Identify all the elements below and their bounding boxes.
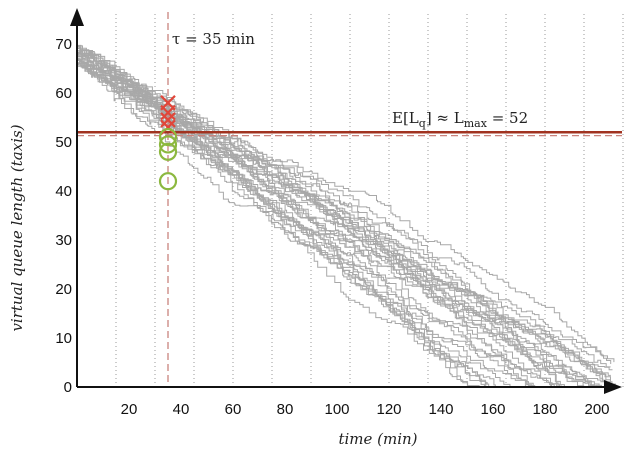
y-tick-label: 40: [55, 183, 72, 200]
trajectories: [77, 44, 616, 388]
y-tick-label: 60: [55, 85, 72, 102]
x-tick-label: 160: [480, 401, 505, 418]
x-tick-label: 20: [121, 401, 138, 418]
y-tick-label: 0: [64, 379, 72, 396]
cross-marker: [160, 112, 176, 128]
x-tick-label: 120: [376, 401, 401, 418]
x-tick-label: 40: [173, 401, 190, 418]
y-tick-label: 50: [55, 134, 72, 151]
trajectory-line: [77, 60, 487, 387]
x-tick-label: 60: [225, 401, 242, 418]
x-tick-label: 80: [277, 401, 294, 418]
markers: [158, 95, 178, 191]
axes: [70, 8, 622, 394]
grid: [115, 12, 624, 387]
y-tick-label: 20: [55, 281, 72, 298]
lmax-label: E[Lq] ≈ Lmax = 52: [392, 109, 528, 130]
x-tick-label: 140: [428, 401, 453, 418]
y-axis-label: virtual queue length (taxis): [8, 124, 26, 331]
circle-marker: [158, 142, 178, 161]
y-tick-label: 10: [55, 330, 72, 347]
y-tick-label: 70: [55, 36, 72, 53]
trajectory-line: [77, 55, 595, 387]
tau-label: τ = 35 min: [172, 30, 255, 48]
circle-marker: [158, 135, 178, 154]
x-axis-label: time (min): [338, 430, 417, 448]
x-tick-label: 100: [324, 401, 349, 418]
x-axis-arrow: [604, 380, 622, 394]
trajectory-line: [77, 56, 615, 363]
circle-marker: [158, 172, 178, 191]
tick-labels: 20 40 60 80 100 120 140 160 180 200 0 10 20 30 40 50 60 7…: [55, 36, 609, 418]
y-tick-label: 30: [55, 232, 72, 249]
trajectory-line: [77, 52, 526, 387]
circle-marker: [158, 128, 178, 147]
x-tick-label: 180: [532, 401, 557, 418]
y-axis-arrow: [70, 8, 84, 26]
x-tick-label: 200: [584, 401, 609, 418]
trajectory-line: [77, 63, 533, 387]
cross-marker: [160, 104, 176, 121]
trajectory-line: [77, 51, 480, 387]
